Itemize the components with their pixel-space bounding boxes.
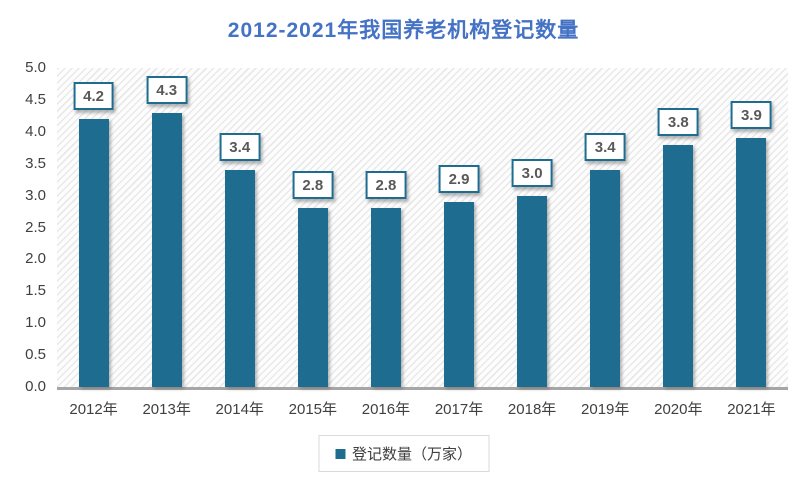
bar-column: 2.9: [422, 68, 495, 387]
bar-column: 3.9: [715, 68, 788, 387]
x-tick-label: 2019年: [581, 401, 630, 418]
x-tick-label: 2012年: [69, 401, 118, 418]
bar-column: 3.8: [642, 68, 715, 387]
bar-column: 3.0: [496, 68, 569, 387]
data-label: 3.0: [511, 158, 553, 187]
y-tick-label: 3.5: [25, 154, 46, 172]
x-tick-label: 2016年: [361, 401, 411, 418]
data-label: 2.8: [292, 171, 334, 200]
data-label: 3.9: [730, 101, 772, 130]
y-tick-label: 1.0: [25, 314, 46, 332]
bar-column: 4.3: [130, 68, 203, 387]
data-label: 3.8: [657, 107, 699, 136]
x-tick-label: 2013年: [142, 401, 191, 418]
bar-column: 4.2: [57, 68, 130, 387]
x-axis: 2012年 2013年 2014年 2015年 2016年 2017年 2018年 2019年…: [57, 398, 788, 419]
data-label: 3.4: [219, 133, 261, 162]
bar: [297, 208, 328, 387]
y-tick-label: 2.5: [25, 218, 46, 236]
y-tick-label: 0.0: [25, 378, 46, 395]
y-tick-label: 0.5: [25, 346, 46, 364]
y-tick-label: 4.5: [25, 90, 46, 108]
bar: [590, 170, 621, 387]
bar: [224, 170, 255, 387]
bar: [444, 201, 475, 387]
x-tick-label: 2017年: [434, 401, 484, 418]
y-tick-label: 5.0: [25, 59, 46, 76]
x-tick-label: 2018年: [507, 401, 557, 418]
x-tick-label: 2020年: [654, 401, 703, 418]
y-tick-label: 3.0: [25, 186, 46, 204]
y-tick-label: 4.0: [25, 122, 46, 140]
chart-title: 2012-2021年我国养老机构登记数量: [227, 19, 580, 42]
data-label: 2.9: [438, 164, 480, 193]
x-tick-label: 2021年: [727, 401, 776, 418]
bar: [736, 138, 767, 387]
bar: [517, 195, 548, 387]
data-label: 4.2: [73, 82, 114, 111]
y-tick-label: 2.0: [25, 250, 46, 268]
bar: [151, 112, 182, 387]
legend-label: 登记数量（万家）: [351, 446, 473, 463]
data-label: 3.4: [584, 133, 626, 162]
x-tick-label: 2014年: [215, 401, 264, 418]
legend: 登记数量（万家）: [317, 435, 490, 472]
bar-column: 2.8: [276, 68, 349, 387]
x-tick-label: 2015年: [288, 401, 338, 418]
bar-column: 3.4: [569, 68, 642, 387]
bar: [370, 208, 401, 387]
bar: [663, 144, 694, 387]
data-label: 2.8: [365, 171, 407, 200]
bar-column: 3.4: [203, 68, 276, 387]
y-tick-label: 1.5: [25, 282, 46, 300]
bar: [78, 119, 109, 387]
plot-area: 4.2 4.3 3.4 2.8 2.8 2.9 3.0 3.4 3.8 3.9: [57, 68, 788, 390]
legend-marker-icon: [334, 448, 345, 459]
bar-column: 2.8: [349, 68, 422, 387]
data-label: 4.3: [146, 75, 188, 104]
